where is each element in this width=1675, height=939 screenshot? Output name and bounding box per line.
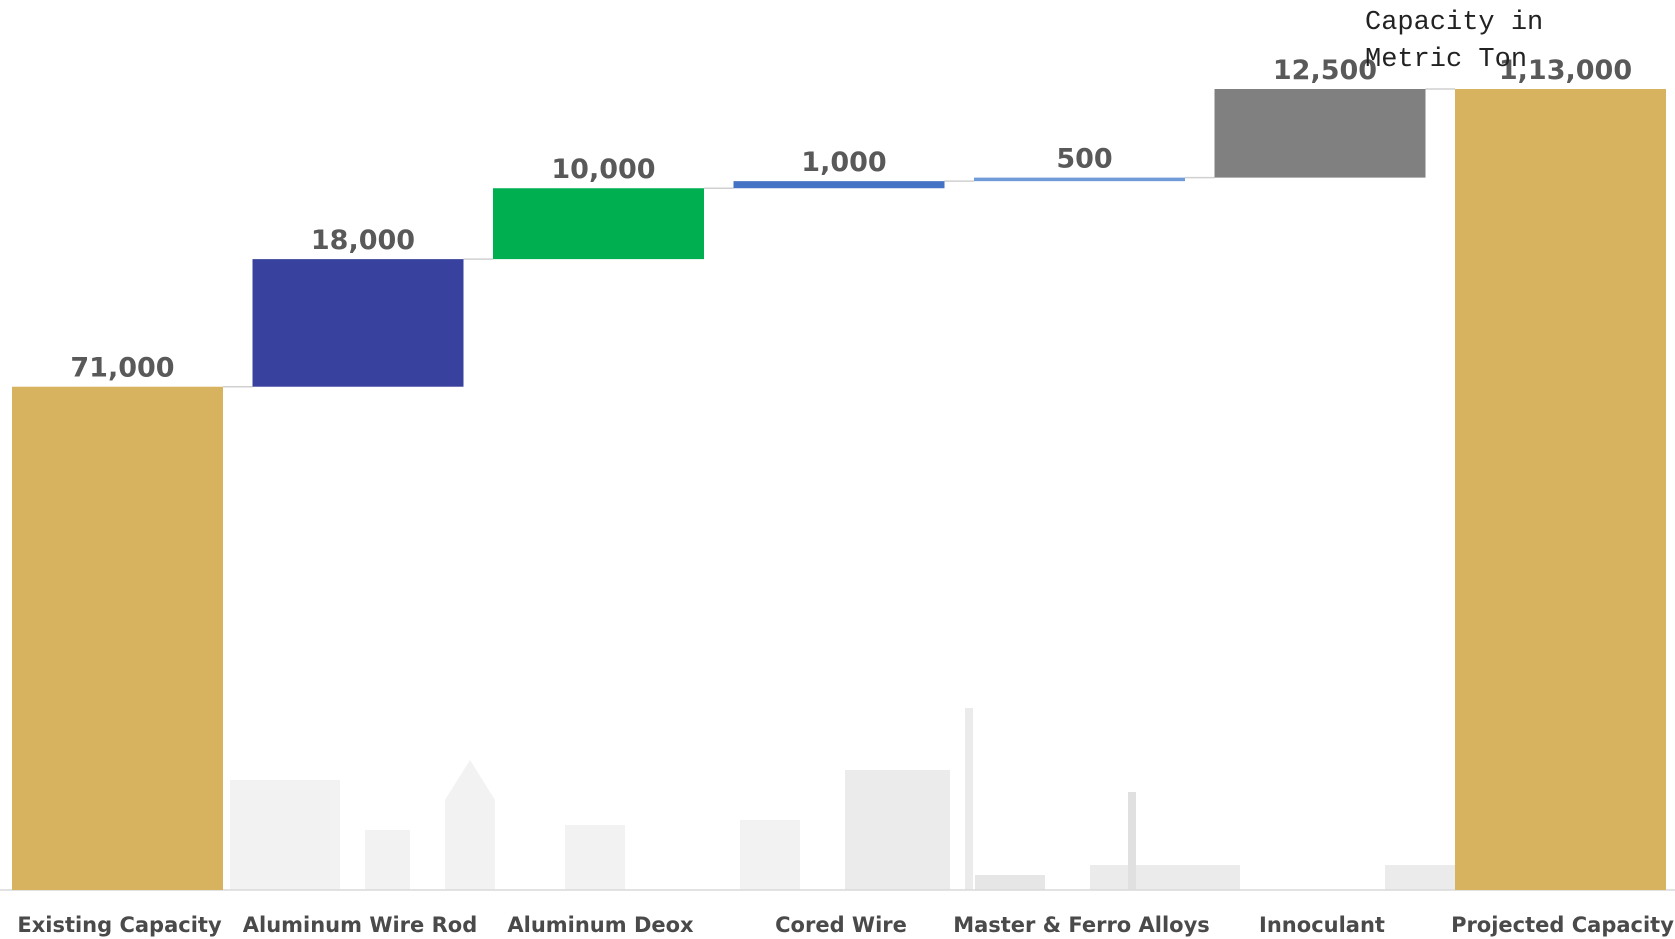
x-tick-label: Master & Ferro Alloys	[953, 913, 1210, 937]
bar	[1214, 89, 1426, 178]
x-tick-label: Innoculant	[1259, 913, 1385, 937]
title-line: Capacity in	[1365, 8, 1543, 38]
value-label: 500	[1056, 144, 1112, 175]
value-label: 1,000	[801, 147, 886, 178]
skyline-background	[230, 708, 1455, 890]
bar	[252, 259, 464, 387]
bar	[493, 188, 704, 260]
x-tick-label: Aluminum Deox	[507, 913, 694, 937]
x-tick-label: Projected Capacity	[1451, 913, 1674, 937]
value-label: 10,000	[551, 154, 655, 185]
bar	[733, 181, 945, 189]
title-line: Metric Ton	[1365, 45, 1527, 75]
bar	[974, 177, 1185, 182]
x-tick-label: Existing Capacity	[17, 913, 222, 937]
x-tick-label: Aluminum Wire Rod	[243, 913, 477, 937]
bar	[12, 386, 223, 890]
bar	[1455, 89, 1666, 890]
value-label: 71,000	[70, 353, 174, 384]
x-tick-label: Cored Wire	[775, 913, 907, 937]
chart-title: Capacity in Metric Ton	[1365, 8, 1543, 75]
value-label: 12,500	[1273, 55, 1377, 86]
value-label: 18,000	[311, 225, 415, 256]
value-label: 1,13,000	[1499, 55, 1632, 86]
